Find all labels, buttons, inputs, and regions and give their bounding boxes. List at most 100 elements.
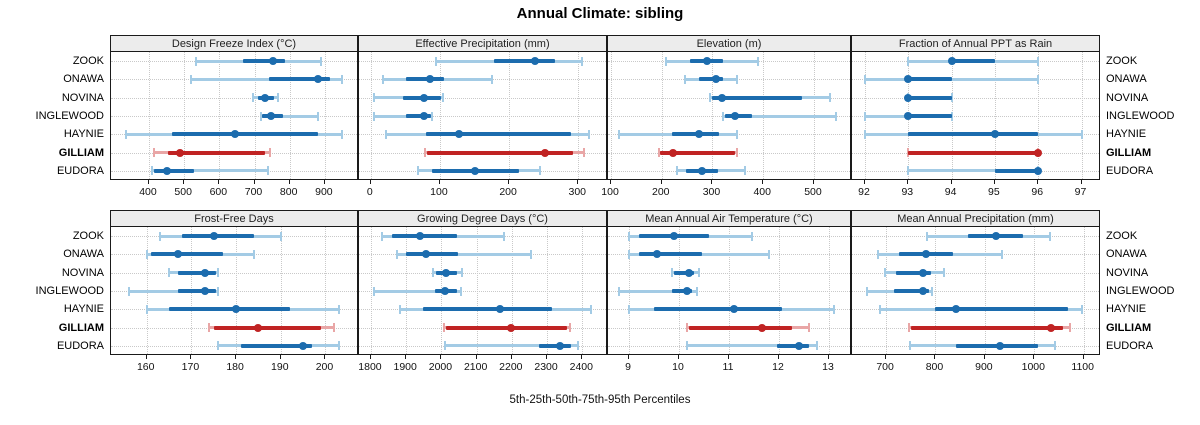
median-dot (471, 166, 480, 175)
axis-tick-label: 100 (430, 186, 448, 198)
gridline-vertical (236, 227, 238, 354)
panel-plot-area (358, 227, 607, 355)
axis-tick-label: 2000 (428, 361, 453, 373)
percentile-whisker-5-95 (373, 289, 461, 293)
whisker-cap-p5 (434, 56, 437, 66)
site-label-left-gilliam: GILLIAM (58, 146, 104, 159)
axis-tick (660, 180, 662, 184)
site-label-right-gilliam: GILLIAM (1106, 321, 1152, 334)
axis-tick (324, 355, 326, 359)
interquartile-bar-25-75 (674, 270, 694, 275)
interquartile-bar-25-75 (427, 150, 574, 155)
axis-tick (288, 180, 290, 184)
axis-tick (778, 355, 779, 359)
percentile-whisker-5-95 (191, 77, 343, 81)
panel-design-freeze-index-c-: Design Freeze Index (°C) (110, 35, 358, 180)
median-dot (730, 112, 739, 120)
gridline-vertical (439, 52, 441, 179)
whisker-cap-p95 (1037, 74, 1040, 84)
whisker-cap-p95 (588, 129, 591, 139)
axis-tick-label: 900 (975, 361, 993, 373)
whisker-cap-p5 (190, 74, 193, 84)
percentile-whisker-5-95 (128, 289, 219, 293)
axis-tick-label: 1800 (358, 361, 382, 373)
median-dot (1034, 148, 1043, 157)
axis-tick (235, 355, 237, 359)
median-dot (506, 323, 515, 332)
site-label-right-novina: NOVINA (1106, 266, 1149, 279)
whisker-cap-p95 (942, 268, 945, 278)
gridline-horizontal (852, 291, 1099, 292)
gridline-horizontal (852, 116, 1099, 117)
interquartile-bar-25-75 (934, 307, 1069, 312)
axis-tick (581, 355, 583, 359)
whisker-cap-p5 (442, 323, 445, 333)
axis-tick (610, 180, 612, 184)
panel-plot-area (110, 52, 358, 180)
whisker-cap-p5 (431, 268, 434, 278)
percentile-whisker-5-95 (908, 169, 1039, 173)
axis-tick (438, 180, 440, 184)
interquartile-bar-25-75 (182, 234, 254, 239)
whisker-cap-p95 (431, 111, 434, 121)
whisker-cap-p5 (877, 249, 880, 259)
gridline-vertical (280, 227, 282, 354)
whisker-cap-p5 (416, 166, 419, 176)
median-dot (698, 166, 707, 175)
median-dot (162, 166, 171, 175)
interquartile-bar-25-75 (776, 343, 809, 348)
whisker-cap-p95 (834, 111, 837, 121)
gridline-vertical (511, 227, 513, 354)
interquartile-bar-25-75 (406, 77, 445, 82)
whisker-cap-p5 (908, 341, 911, 351)
whisker-cap-p95 (317, 111, 320, 121)
whisker-cap-p5 (259, 111, 262, 121)
axis-tick-label: 200 (315, 361, 334, 373)
panel-mean-annual-air-temperature-c-: Mean Annual Air Temperature (°C) (607, 210, 851, 355)
whisker-cap-p5 (423, 148, 426, 158)
whisker-cap-p5 (252, 93, 255, 103)
whisker-cap-p5 (217, 341, 220, 351)
median-dot (422, 250, 431, 259)
gridline-vertical (729, 227, 730, 354)
gridline-vertical (712, 52, 714, 179)
gridline-horizontal (359, 97, 606, 99)
median-dot (718, 93, 727, 102)
axis-tick-label: 2300 (534, 361, 558, 373)
gridline-vertical (148, 52, 150, 179)
site-label-right-onawa: ONAWA (1106, 73, 1147, 86)
gridline-vertical (476, 227, 478, 354)
gridline-vertical (184, 52, 186, 179)
axis-tick-label: 800 (925, 361, 944, 373)
axis-tick (1037, 180, 1039, 184)
median-dot (200, 287, 209, 295)
whisker-cap-p95 (337, 341, 340, 351)
axis-tick (728, 355, 729, 359)
site-label-right-zook: ZOOK (1106, 230, 1138, 243)
percentile-whisker-5-95 (373, 114, 433, 118)
panel-plot-area (607, 227, 851, 355)
whisker-cap-p95 (589, 304, 592, 314)
interquartile-bar-25-75 (994, 168, 1039, 173)
interquartile-bar-25-75 (689, 325, 792, 330)
whisker-cap-p5 (145, 304, 148, 314)
axis-tick (678, 355, 679, 359)
interquartile-bar-25-75 (910, 325, 1064, 330)
axis-tick-label: 400 (139, 186, 157, 198)
axis-tick-label: 96 (1031, 186, 1044, 198)
whisker-cap-p95 (583, 148, 586, 158)
site-label-left-inglewood: INGLEWOOD (35, 285, 104, 297)
interquartile-bar-25-75 (951, 59, 995, 64)
median-dot (694, 130, 703, 139)
percentile-whisker-5-95 (152, 169, 268, 173)
whisker-cap-p5 (863, 129, 866, 139)
interquartile-bar-25-75 (699, 77, 724, 82)
axis-tick (190, 355, 192, 359)
median-dot (757, 323, 766, 332)
axis-tick-label: 400 (753, 186, 771, 198)
site-label-right-eudora: EUDORA (1106, 339, 1154, 352)
median-dot (730, 305, 738, 314)
gridline-vertical (1034, 227, 1036, 354)
gridline-vertical (935, 227, 937, 354)
median-dot (420, 112, 429, 120)
